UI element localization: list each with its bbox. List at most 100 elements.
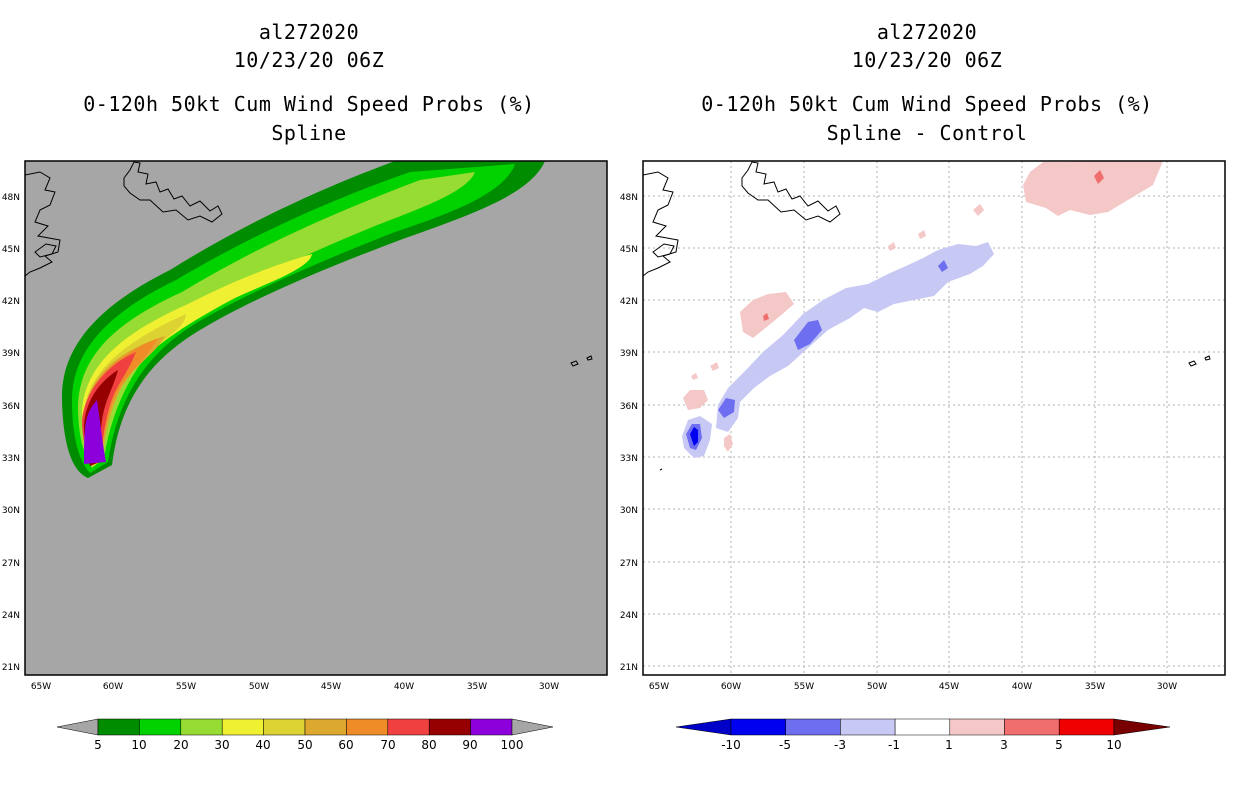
- left-lat-labels: 48N 45N 42N 39N 36N 33N 30N 27N 24N 21N: [2, 193, 20, 673]
- colorbar-box: [840, 718, 896, 736]
- lat-label: 33N: [620, 454, 638, 464]
- diff-blob-positive: [691, 373, 698, 380]
- colorbar-label: -10: [721, 738, 741, 752]
- left-title-storm: al272020: [258, 20, 360, 44]
- lon-label: 35W: [467, 682, 487, 692]
- left-panel: al272020 10/23/20 06Z 0-120h 50kt Cum Wi…: [2, 20, 608, 752]
- lon-label: 45W: [321, 682, 341, 692]
- colorbar-box: [221, 718, 264, 736]
- colorbar-label: -3: [834, 738, 846, 752]
- lon-label: 65W: [649, 682, 669, 692]
- left-title-method: Spline: [271, 121, 347, 145]
- lat-label: 48N: [620, 193, 638, 203]
- lat-label: 45N: [620, 245, 638, 255]
- colorbar-label: 40: [255, 738, 270, 752]
- right-coastline: [643, 161, 1211, 471]
- colorbar-label: -5: [779, 738, 791, 752]
- colorbar-box: [139, 718, 182, 736]
- colorbar-box: [387, 718, 430, 736]
- colorbar-box: [304, 718, 347, 736]
- diff-blob-positive: [763, 313, 769, 321]
- colorbar-label: 5: [1055, 738, 1063, 752]
- lon-label: 30W: [1157, 682, 1177, 692]
- colorbar-box: [428, 718, 471, 736]
- lat-label: 36N: [620, 402, 638, 412]
- lat-label: 45N: [2, 245, 20, 255]
- diff-blob-negative: [938, 260, 948, 272]
- diff-blob-positive: [1094, 170, 1104, 184]
- colorbar-label: 3: [1000, 738, 1008, 752]
- diff-blob-positive: [918, 230, 926, 239]
- colorbar-label: 50: [297, 738, 312, 752]
- lon-label: 60W: [721, 682, 741, 692]
- lat-label: 48N: [2, 193, 20, 203]
- right-lon-labels: 65W 60W 55W 50W 45W 40W 35W 30W: [649, 682, 1177, 692]
- left-map-frame: [24, 160, 608, 676]
- lon-label: 40W: [394, 682, 414, 692]
- colorbar-arrow-right: [1113, 718, 1171, 736]
- colorbar-box: [263, 718, 306, 736]
- diff-blob-negative: [690, 427, 698, 446]
- colorbar-label: 60: [338, 738, 353, 752]
- colorbar-box: [180, 718, 223, 736]
- left-title-time: 10/23/20 06Z: [233, 48, 385, 72]
- colorbar-labels: -10 -5 -3 -1 1 3 5 10: [721, 738, 1121, 752]
- diff-blob-positive: [724, 434, 733, 452]
- lon-label: 65W: [31, 682, 51, 692]
- lon-label: 50W: [249, 682, 269, 692]
- colorbar-boxes: [730, 718, 1115, 736]
- colorbar-label: 100: [501, 738, 524, 752]
- right-map-background: [643, 161, 1225, 675]
- colorbar-arrow-left: [56, 718, 99, 736]
- diff-blob-positive: [973, 204, 984, 216]
- diff-blob-positive: [710, 362, 719, 371]
- colorbar-label: -1: [888, 738, 900, 752]
- lat-label: 27N: [2, 559, 20, 569]
- lon-label: 50W: [867, 682, 887, 692]
- colorbar-label: 70: [380, 738, 395, 752]
- lat-label: 39N: [2, 349, 20, 359]
- colorbar-box: [97, 718, 140, 736]
- diff-blob-positive: [1023, 161, 1163, 216]
- colorbar-label: 10: [131, 738, 146, 752]
- lon-label: 40W: [1012, 682, 1032, 692]
- left-title-field: 0-120h 50kt Cum Wind Speed Probs (%): [83, 92, 535, 116]
- colorbar-box: [470, 718, 513, 736]
- colorbar-label: 90: [462, 738, 477, 752]
- diff-blob-positive: [683, 390, 708, 410]
- lon-label: 55W: [794, 682, 814, 692]
- right-title-time: 10/23/20 06Z: [851, 48, 1003, 72]
- colorbar-box: [949, 718, 1005, 736]
- colorbar-label: 1: [945, 738, 953, 752]
- colorbar-box: [730, 718, 786, 736]
- prob-band-90: [84, 400, 106, 464]
- colorbar-box: [1004, 718, 1060, 736]
- colorbar-box: [894, 718, 951, 736]
- right-title-storm: al272020: [876, 20, 978, 44]
- lat-label: 27N: [620, 559, 638, 569]
- colorbar-arrow-left: [675, 718, 732, 736]
- right-panel: al272020 10/23/20 06Z 0-120h 50kt Cum Wi…: [618, 0, 1236, 800]
- colorbar-boxes: [97, 718, 513, 736]
- lat-label: 24N: [2, 611, 20, 621]
- lon-label: 60W: [103, 682, 123, 692]
- lat-label: 36N: [2, 402, 20, 412]
- lon-label: 55W: [176, 682, 196, 692]
- right-map-frame: [642, 160, 1226, 676]
- colorbar-box: [1058, 718, 1115, 736]
- left-lon-labels: 65W 60W 55W 50W 45W 40W 35W 30W: [31, 682, 559, 692]
- lat-label: 30N: [620, 506, 638, 516]
- colorbar-label: 30: [214, 738, 229, 752]
- left-coastline: [25, 161, 593, 367]
- diff-blob-negative: [794, 320, 822, 350]
- colorbar-label: 5: [94, 738, 102, 752]
- lon-label: 35W: [1085, 682, 1105, 692]
- colorbar-box: [346, 718, 389, 736]
- lat-label: 30N: [2, 506, 20, 516]
- lon-label: 45W: [939, 682, 959, 692]
- diff-blob-negative: [718, 398, 735, 418]
- colorbar-labels: 5 10 20 30 40 50 60 70 80 90 100: [94, 738, 523, 752]
- lat-label: 21N: [620, 663, 638, 673]
- right-title-method: Spline - Control: [826, 121, 1028, 145]
- right-title-field: 0-120h 50kt Cum Wind Speed Probs (%): [701, 92, 1153, 116]
